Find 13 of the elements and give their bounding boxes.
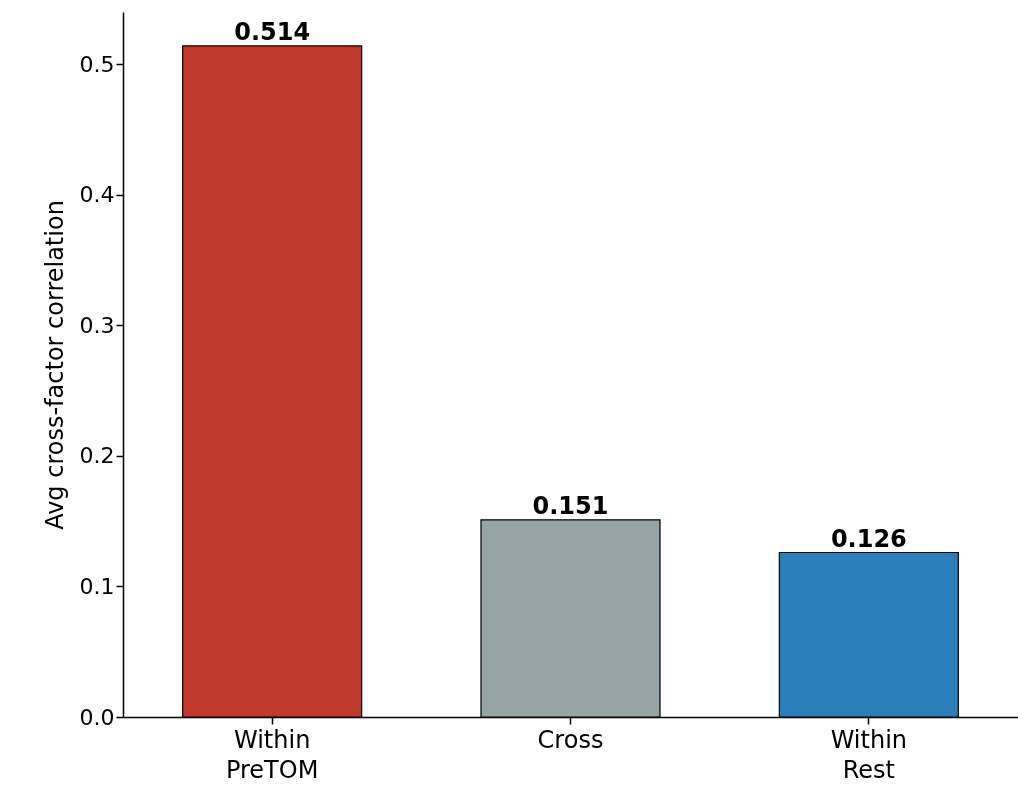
y-tick-label: 0.1 [79, 573, 115, 599]
x-tick-label: Cross [537, 725, 604, 754]
y-tick-label: 0.5 [79, 51, 115, 77]
x-tick-label: Within PreTOM [225, 725, 319, 784]
y-axis-title: Avg cross-factor correlation [40, 200, 69, 530]
y-tick-label: 0.0 [79, 704, 115, 730]
data-label: 0.126 [830, 524, 907, 553]
y-tick-label: 0.4 [79, 182, 115, 208]
data-label: 0.514 [234, 17, 311, 46]
y-tick-label: 0.3 [79, 312, 115, 338]
data-label: 0.151 [532, 491, 609, 520]
y-tick-label: 0.2 [79, 443, 115, 469]
x-tick-label: Within Rest [830, 725, 908, 784]
